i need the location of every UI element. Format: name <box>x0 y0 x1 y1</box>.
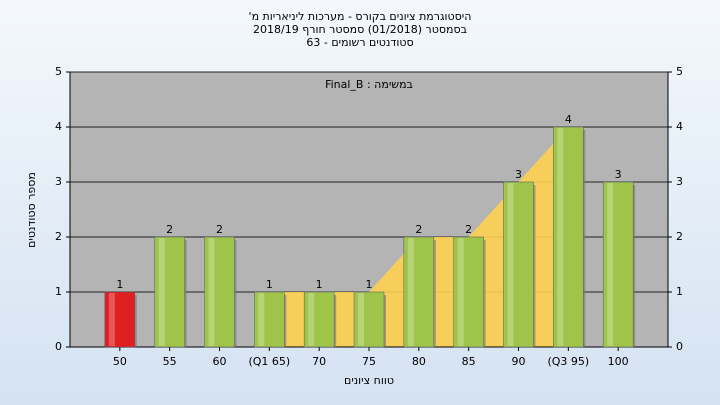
x-tick-label: 75 <box>362 355 376 368</box>
y-axis-label: מספר סטודנטים <box>25 172 38 248</box>
bar-highlight <box>507 183 514 346</box>
bar <box>602 181 634 348</box>
bar-highlight <box>358 293 364 346</box>
bar-highlight <box>407 238 414 346</box>
quartile-area <box>269 127 569 347</box>
annotation: במשימה : Final_B <box>325 78 413 91</box>
bar-highlight <box>208 238 215 346</box>
x-tick-label: (Q3 95) <box>547 355 589 368</box>
y-tick-label: 4 <box>55 120 62 133</box>
chart-subtitle: בסמסטר (01/2018) סמסטר חורף 2018/19 <box>253 23 467 36</box>
bar <box>154 236 185 348</box>
chart-title: היסטוגרמת ציונים בקורס - מערכות ליניאריו… <box>249 10 472 23</box>
y-tick-label: 3 <box>55 175 62 188</box>
bar <box>303 291 335 348</box>
y2-tick-label: 2 <box>676 230 683 243</box>
y2-tick-label: 5 <box>676 65 683 78</box>
y-tick-label: 2 <box>55 230 62 243</box>
bar-highlight <box>158 238 165 346</box>
y2-tick-label: 0 <box>676 340 683 353</box>
bar-highlight <box>457 238 464 346</box>
y-tick-label: 5 <box>55 65 62 78</box>
value-label: 3 <box>515 168 522 181</box>
value-label: 2 <box>216 223 223 236</box>
value-label: 1 <box>266 278 273 291</box>
value-label: 1 <box>316 278 323 291</box>
x-tick-label: 90 <box>512 355 526 368</box>
bar-highlight <box>557 128 564 346</box>
bar <box>353 291 385 348</box>
x-tick-label: 100 <box>608 355 629 368</box>
bar-highlight <box>308 293 315 346</box>
bar-highlight <box>258 293 265 346</box>
x-axis-label: טווח ציונים <box>344 374 394 387</box>
y-tick-label: 1 <box>55 285 62 298</box>
bar <box>104 291 136 348</box>
value-label: 1 <box>366 278 373 291</box>
value-label: 2 <box>415 223 422 236</box>
value-label: 3 <box>615 168 622 181</box>
bar <box>553 126 584 348</box>
x-tick-label: (Q1 65) <box>248 355 290 368</box>
x-tick-label: 80 <box>412 355 426 368</box>
x-tick-label: 85 <box>462 355 476 368</box>
bar <box>453 236 484 348</box>
y-tick-label: 0 <box>55 340 62 353</box>
x-tick-label: 55 <box>163 355 177 368</box>
bar-highlight <box>108 293 115 346</box>
bar-highlight <box>607 183 614 346</box>
y2-tick-label: 4 <box>676 120 683 133</box>
bar <box>254 291 285 348</box>
value-label: 4 <box>565 113 572 126</box>
bar <box>204 236 235 348</box>
y2-tick-label: 3 <box>676 175 683 188</box>
bar <box>403 236 435 348</box>
value-label: 2 <box>166 223 173 236</box>
x-tick-label: 70 <box>312 355 326 368</box>
chart-subtitle: סטודנטים רשומים - 63 <box>306 36 413 49</box>
x-tick-label: 50 <box>113 355 127 368</box>
x-tick-label: 60 <box>213 355 227 368</box>
value-label: 1 <box>116 278 123 291</box>
bar <box>503 181 534 348</box>
value-label: 2 <box>465 223 472 236</box>
y2-tick-label: 1 <box>676 285 683 298</box>
